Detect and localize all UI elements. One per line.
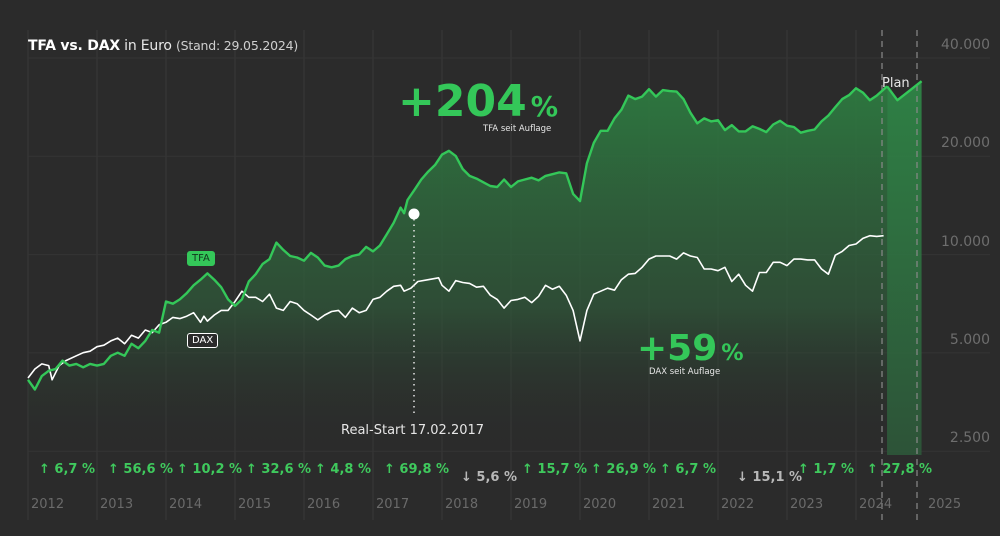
- tfa-series-tag: TFA: [187, 251, 215, 266]
- x-tick-year-2018: 2018: [445, 497, 479, 512]
- yearly-return-2021: ↑ 6,7 %: [660, 462, 716, 477]
- dax-total-return-value: +59: [637, 328, 718, 369]
- yearly-return-value: 69,8 %: [399, 462, 450, 477]
- y-tick-label: 2.500: [949, 430, 990, 447]
- yearly-return-2020: ↑ 26,9 %: [591, 462, 656, 477]
- arrow-up-icon: ↑: [591, 462, 607, 477]
- dax-total-return-pct: %: [721, 340, 744, 366]
- yearly-return-value: 15,1 %: [752, 470, 803, 485]
- x-tick-year-2021: 2021: [652, 497, 686, 512]
- y-tick-label: 40.000: [941, 37, 990, 53]
- yearly-return-2015: ↑ 32,6 %: [246, 462, 311, 477]
- arrow-up-icon: ↑: [39, 462, 55, 477]
- arrow-down-icon: ↓: [461, 470, 477, 485]
- arrow-up-icon: ↑: [177, 462, 193, 477]
- arrow-up-icon: ↑: [660, 462, 676, 477]
- tfa-total-return-label: TFA seit Auflage: [483, 124, 552, 134]
- chart-title: TFA vs. DAX in Euro (Stand: 29.05.2024): [28, 38, 298, 54]
- yearly-return-2022: ↓ 15,1 %: [737, 470, 802, 485]
- yearly-return-2024: ↑ 27,8 %: [867, 462, 932, 477]
- yearly-return-2018: ↓ 5,6 %: [461, 470, 517, 485]
- x-tick-year-2013: 2013: [100, 497, 134, 512]
- real-start-marker[interactable]: [408, 208, 420, 220]
- chart-title-date: (Stand: 29.05.2024): [175, 38, 299, 53]
- arrow-up-icon: ↑: [798, 462, 814, 477]
- yearly-return-value: 1,7 %: [813, 462, 855, 477]
- y-tick-label: 20.000: [941, 135, 990, 152]
- chart-title-bold: TFA vs. DAX: [28, 38, 120, 54]
- x-tick-year-2012: 2012: [31, 497, 65, 512]
- arrow-up-icon: ↑: [522, 462, 538, 477]
- yearly-return-value: 10,2 %: [192, 462, 243, 477]
- yearly-return-value: 5,6 %: [476, 470, 518, 485]
- arrow-up-icon: ↑: [384, 462, 400, 477]
- yearly-return-value: 6,7 %: [675, 462, 717, 477]
- x-tick-year-2014: 2014: [169, 497, 203, 512]
- yearly-return-value: 6,7 %: [54, 462, 96, 477]
- yearly-return-2017: ↑ 69,8 %: [384, 462, 449, 477]
- x-tick-year-2025: 2025: [928, 497, 962, 512]
- arrow-up-icon: ↑: [246, 462, 262, 477]
- yearly-return-value: 32,6 %: [261, 462, 312, 477]
- yearly-return-2016: ↑ 4,8 %: [315, 462, 371, 477]
- arrow-up-icon: ↑: [315, 462, 331, 477]
- tfa-total-return: +204%: [398, 78, 558, 132]
- yearly-return-value: 26,9 %: [606, 462, 657, 477]
- x-tick-year-2020: 2020: [583, 497, 617, 512]
- tfa-total-return-value: +204: [398, 76, 527, 127]
- real-start-label: Real-Start 17.02.2017: [341, 423, 485, 438]
- y-tick-label: 10.000: [941, 233, 990, 250]
- plan-area-fill: [887, 81, 922, 455]
- yearly-return-2013: ↑ 56,6 %: [108, 462, 173, 477]
- chart-title-currency: in Euro: [119, 38, 176, 54]
- arrow-down-icon: ↓: [737, 470, 753, 485]
- yearly-return-value: 15,7 %: [537, 462, 588, 477]
- y-tick-label: 5.000: [949, 331, 990, 348]
- dax-total-return-label: DAX seit Auflage: [649, 367, 721, 377]
- x-tick-year-2022: 2022: [721, 497, 755, 512]
- yearly-return-value: 4,8 %: [330, 462, 372, 477]
- tfa-line: [27, 85, 888, 391]
- x-tick-year-2017: 2017: [376, 497, 410, 512]
- tfa-area-fill: [28, 86, 888, 456]
- yearly-return-2023: ↑ 1,7 %: [798, 462, 854, 477]
- x-tick-year-2024: 2024: [859, 497, 893, 512]
- arrow-up-icon: ↑: [108, 462, 124, 477]
- tfa-plan-line: [886, 80, 923, 102]
- plan-dashed-lines: [881, 30, 918, 520]
- plan-label: Plan: [882, 76, 910, 91]
- yearly-return-value: 56,6 %: [123, 462, 174, 477]
- x-tick-year-2016: 2016: [307, 497, 341, 512]
- yearly-return-2019: ↑ 15,7 %: [522, 462, 587, 477]
- tfa-total-return-pct: %: [530, 92, 559, 123]
- yearly-return-value: 27,8 %: [882, 462, 933, 477]
- dax-total-return: +59%: [637, 330, 744, 372]
- x-tick-year-2019: 2019: [514, 497, 548, 512]
- dax-series-tag: DAX: [187, 333, 219, 348]
- x-tick-year-2023: 2023: [790, 497, 824, 512]
- yearly-return-2014: ↑ 10,2 %: [177, 462, 242, 477]
- arrow-up-icon: ↑: [867, 462, 883, 477]
- yearly-return-2012: ↑ 6,7 %: [39, 462, 95, 477]
- x-tick-year-2015: 2015: [238, 497, 272, 512]
- dax-line: [27, 234, 884, 381]
